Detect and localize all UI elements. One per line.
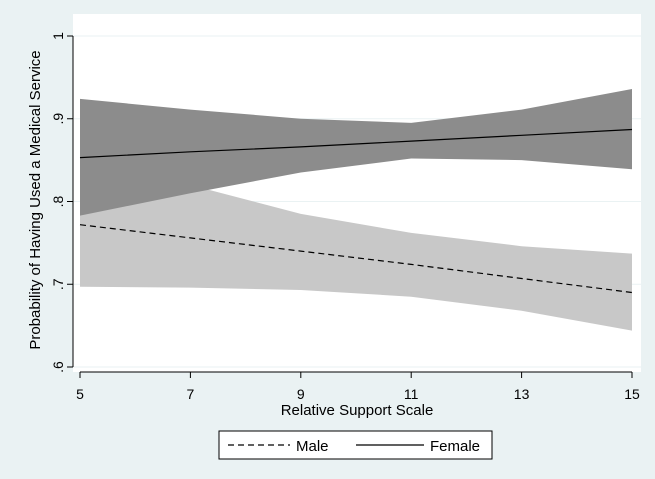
- x-tick-label: 13: [514, 386, 530, 402]
- confidence-bands: [80, 89, 632, 331]
- legend: Male Female: [218, 430, 493, 460]
- x-tick-label: 9: [297, 386, 305, 402]
- series-line-female: [79, 128, 633, 159]
- y-axis-ticks: .6 .7 .8 .9 1: [50, 32, 73, 373]
- legend-label-male: Male: [296, 438, 329, 455]
- y-axis-title: Probability of Having Used a Medical Ser…: [27, 50, 44, 349]
- y-tick-label: .9: [50, 113, 66, 125]
- x-tick-label: 7: [187, 386, 195, 402]
- x-tick-label: 5: [76, 386, 84, 402]
- y-tick-label: .7: [50, 278, 66, 290]
- x-tick-label: 15: [624, 386, 640, 402]
- series-line-male: [79, 224, 633, 294]
- y-tick-label: .6: [50, 361, 66, 373]
- y-tick-label: 1: [50, 32, 66, 40]
- confidence-band-female: [80, 89, 632, 216]
- series-lines: [79, 128, 633, 294]
- y-tick-label: .8: [50, 195, 66, 207]
- x-tick-label: 11: [404, 386, 419, 402]
- x-axis-ticks: 5 7 9 11 13 15: [76, 372, 640, 402]
- legend-label-female: Female: [430, 438, 480, 455]
- confidence-band-male: [80, 185, 632, 331]
- legend-box: [218, 430, 493, 460]
- x-axis-title: Relative Support Scale: [281, 402, 434, 419]
